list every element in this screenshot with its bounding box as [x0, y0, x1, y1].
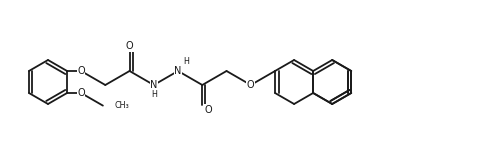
Text: N: N — [150, 80, 158, 90]
Text: O: O — [77, 66, 85, 76]
Text: O: O — [205, 105, 212, 115]
Text: O: O — [77, 88, 85, 98]
Text: O: O — [247, 80, 254, 90]
Text: CH₃: CH₃ — [115, 101, 129, 110]
Text: O: O — [126, 41, 133, 51]
Text: H: H — [151, 91, 157, 99]
Text: N: N — [174, 66, 182, 76]
Text: H: H — [183, 58, 189, 67]
